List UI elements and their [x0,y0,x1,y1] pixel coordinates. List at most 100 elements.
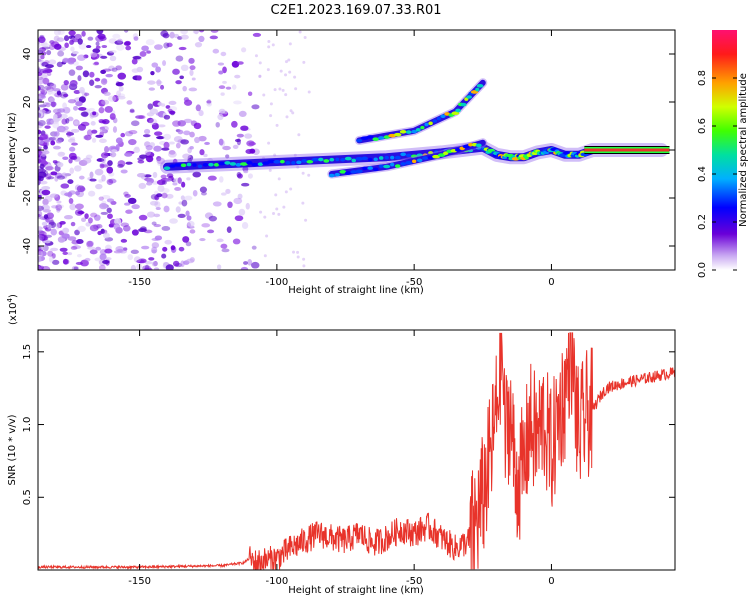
spectrogram-speckle [236,171,242,178]
spectrogram-speckle [86,240,93,248]
spectrogram-speckle [41,151,47,157]
spectrogram-speckle [147,103,154,110]
spectrogram-speckle [165,264,174,270]
spectrogram-speckle [163,205,170,213]
spectrogram-speckle [50,247,59,252]
spectrogram-speckle [247,173,253,179]
spectrogram-speckle [38,49,43,54]
spectrogram-speckle [162,60,167,67]
ridge-blob [251,162,259,167]
spectrogram-speckle [188,87,198,92]
spectrogram-speckle [189,131,195,138]
spectrogram-speckle [292,250,296,254]
spectrogram-speckle [172,120,181,127]
spectrogram-speckle [38,129,42,135]
spectrogram-speckle [67,99,77,104]
spectrogram-speckle [38,146,43,150]
spectrogram-speckle [51,205,59,209]
spectrogram-speckle [59,220,66,225]
spectrogram-y-axis-label: Frequency (Hz) [7,112,18,188]
core-band [584,148,670,152]
spectrogram-speckle [206,101,213,107]
spectrogram-speckle [168,110,176,115]
spectrogram-speckle [55,204,63,211]
spectrogram-speckle [44,60,50,65]
spectrogram-speckle [123,41,131,46]
spectrogram-speckle [41,221,48,226]
spectrogram-speckle [88,217,93,224]
spectrogram-speckle [180,64,189,72]
ridge-blob [416,153,423,158]
spectrogram-speckle [161,253,167,259]
spectrogram-speckle [138,228,147,233]
ridge-blob [366,135,374,139]
spectrogram-speckle [124,193,131,198]
spectrogram-speckle [56,200,62,204]
spectrogram-speckle [63,79,69,86]
spectrogram-speckle [69,136,76,141]
spectrogram-speckle [67,179,74,184]
spectrogram-speckle [281,88,285,92]
ridge-blob [400,152,407,157]
ridge-blob [267,159,276,164]
spectrogram-speckle [115,245,125,253]
spectrogram-speckle [64,42,69,49]
spectrogram-speckle [133,36,139,41]
spectrogram-speckle [90,121,96,126]
ridge-blob [306,159,314,164]
spectrogram-speckle [59,247,68,252]
spectrogram-speckle [44,195,53,203]
spectrogram-speckle [185,241,192,247]
spectrogram-speckle [142,134,151,138]
ridge-blob [428,121,433,126]
ridge-blob [344,156,352,161]
spectrogram-speckle [131,204,140,210]
spectrogram-speckle [120,238,128,243]
spectrogram-speckle [180,34,189,40]
spectrogram-speckle [38,104,47,108]
spectrogram-speckle [44,68,53,74]
spectrogram-speckle [138,214,148,221]
ridge-blob [440,114,446,119]
ridge-blob [356,138,363,143]
ridge-blob [378,156,384,160]
ridge-blob [466,95,472,99]
spectrogram-speckle [136,66,144,73]
spectrogram-speckle [38,36,46,44]
spectrogram-speckle [71,239,80,245]
spectrogram-speckle [151,242,160,249]
ridge-blob [355,157,364,161]
spectrogram-speckle [269,114,273,118]
spectrogram-speckle [40,245,45,251]
spectrogram-speckle [105,257,112,261]
spectrogram-speckle [117,72,127,80]
spectrogram-speckle [145,39,155,46]
spectrogram-speckle [38,158,42,164]
ridge-blob [197,164,203,169]
spectrogram-speckle [52,160,58,164]
spectrogram-speckle [212,48,220,54]
spectrogram-speckle [38,256,42,263]
spectrogram-speckle [76,185,86,193]
spectrogram-speckle [53,145,61,150]
spectrogram-speckle [277,212,281,216]
spectrogram-speckle [42,244,49,252]
spectrogram-speckle [89,171,94,179]
spectrogram-speckle [84,257,91,262]
ridge-blob [405,153,412,158]
spectrogram-speckle [225,188,231,194]
spectrogram-speckle [48,256,54,263]
spectrogram-speckle [160,174,167,179]
spectrogram-speckle [95,45,101,49]
spectrogram-speckle [38,66,41,73]
spectrogram-speckle [42,198,49,206]
spectrogram-speckle [177,129,184,135]
spectrogram-speckle [206,100,212,104]
ridge-blob [455,108,461,113]
spectrogram-speckle [56,207,61,213]
spectrogram-speckle [81,30,86,37]
spectrogram-speckle [144,150,151,156]
spectrogram-speckle [120,222,130,227]
spectrogram-speckle [54,175,59,182]
